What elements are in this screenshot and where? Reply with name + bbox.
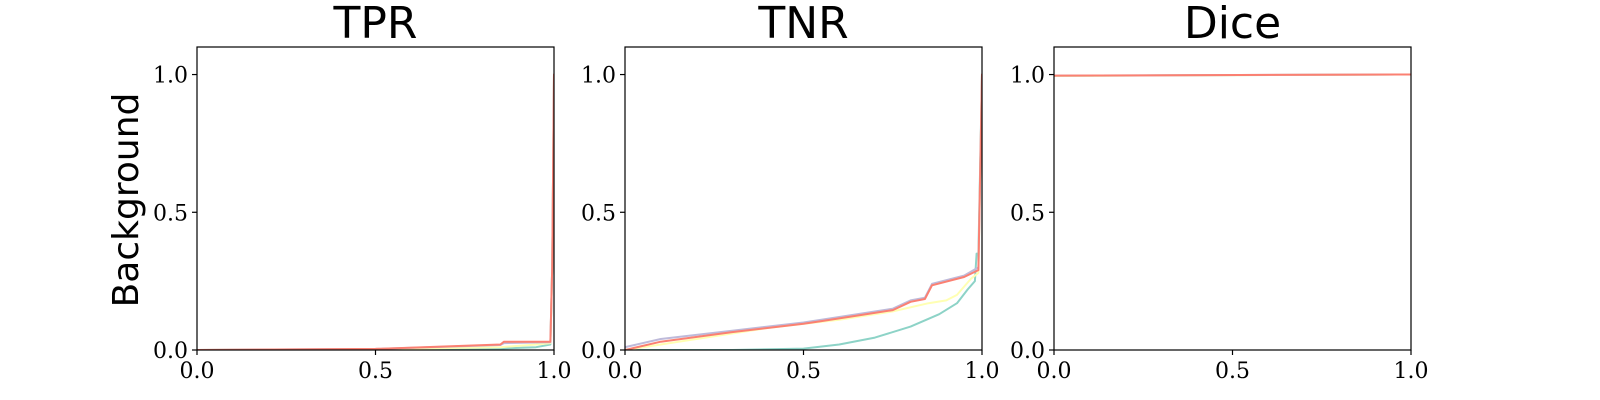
- plot-frame: [196, 46, 555, 351]
- y-tick-label: 0.0: [581, 339, 616, 364]
- series-line-3: [197, 73, 554, 350]
- x-tick-label: 0.5: [1215, 359, 1250, 384]
- panels: TPR 0.0 0.5 1.0 0.0 0.5 1.0 TNR 0.0 0.5 1.0 0.0 0.5 1…: [153, 0, 1429, 384]
- x-tick-label: 0.0: [608, 359, 643, 384]
- y-tick-label: 1.0: [153, 64, 188, 89]
- series-line-4: [197, 73, 554, 350]
- y-tick-label: 0.5: [153, 201, 188, 226]
- x-tick-label: 1.0: [1394, 359, 1429, 384]
- x-tick-label: 0.5: [786, 359, 821, 384]
- plot-frame: [1053, 46, 1412, 351]
- series-line-3: [625, 73, 982, 349]
- x-tick-label: 1.0: [537, 359, 572, 384]
- x-tick-label: 0.0: [1037, 359, 1072, 384]
- y-tick-label: 0.5: [581, 201, 616, 226]
- chart-title: Dice: [1184, 0, 1281, 49]
- series-group: [1054, 73, 1411, 77]
- x-tick-label: 0.5: [358, 359, 393, 384]
- y-tick-label: 1.0: [581, 64, 616, 89]
- row-label: Background: [106, 93, 147, 308]
- series-line-2: [197, 73, 554, 350]
- series-line-2: [625, 73, 982, 350]
- y-tick-label: 0.0: [153, 339, 188, 364]
- x-tick-label: 0.0: [180, 359, 215, 384]
- chart-panel-tnr: TNR 0.0 0.5 1.0 0.0 0.5 1.0: [581, 0, 1000, 384]
- chart-title: TNR: [757, 0, 848, 49]
- x-tick-label: 1.0: [965, 359, 1000, 384]
- plot-frame: [624, 46, 983, 351]
- series-group: [197, 73, 554, 350]
- chart-title: TPR: [333, 0, 418, 49]
- series-group: [625, 73, 982, 350]
- series-line-1: [625, 73, 982, 350]
- series-line-4: [625, 73, 982, 350]
- y-tick-label: 0.5: [1010, 201, 1045, 226]
- y-tick-label: 0.0: [1010, 339, 1045, 364]
- y-tick-label: 1.0: [1010, 64, 1045, 89]
- series-line-1: [197, 73, 554, 350]
- chart-panel-dice: Dice 0.0 0.5 1.0 0.0 0.5 1.0: [1010, 0, 1429, 384]
- series-line-4: [1054, 73, 1411, 77]
- chart-panel-tpr: TPR 0.0 0.5 1.0 0.0 0.5 1.0: [153, 0, 572, 384]
